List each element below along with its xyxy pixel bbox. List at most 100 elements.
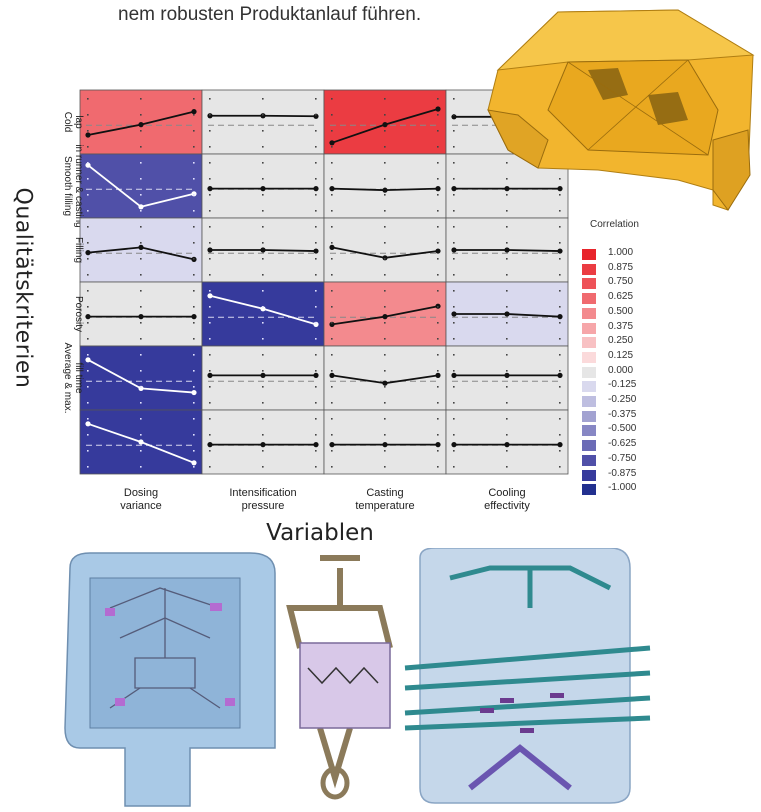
legend-value: -0.875 xyxy=(608,467,637,479)
matrix-cell xyxy=(445,345,569,411)
sample-mark xyxy=(559,210,561,212)
sample-mark xyxy=(559,386,561,388)
legend-value: -0.125 xyxy=(608,379,637,391)
matrix-cell xyxy=(201,281,325,347)
matrix-cell xyxy=(201,89,325,155)
legend-swatch xyxy=(582,293,596,305)
sample-mark xyxy=(437,434,439,436)
sample-mark xyxy=(140,258,142,260)
trend-point xyxy=(260,113,266,119)
trend-point xyxy=(85,421,91,427)
sample-mark xyxy=(437,242,439,244)
sample-mark xyxy=(315,306,317,308)
sample-mark xyxy=(453,178,455,180)
trend-point xyxy=(313,442,319,448)
sample-mark xyxy=(453,306,455,308)
trend-point xyxy=(260,247,266,253)
sample-mark xyxy=(559,178,561,180)
sample-mark xyxy=(140,146,142,148)
sample-mark xyxy=(193,210,195,212)
sample-mark xyxy=(315,130,317,132)
sample-mark xyxy=(209,370,211,372)
sample-mark xyxy=(209,178,211,180)
sample-mark xyxy=(87,354,89,356)
sample-mark xyxy=(506,194,508,196)
sample-mark xyxy=(193,226,195,228)
sample-mark xyxy=(384,162,386,164)
legend-value: 0.500 xyxy=(608,305,634,317)
sample-mark xyxy=(193,338,195,340)
sample-mark xyxy=(331,386,333,388)
sample-mark xyxy=(193,162,195,164)
sample-mark xyxy=(262,466,264,468)
sample-mark xyxy=(87,290,89,292)
sample-mark xyxy=(262,402,264,404)
sample-mark xyxy=(209,274,211,276)
legend-swatch xyxy=(582,396,596,407)
sample-mark xyxy=(87,466,89,468)
sample-mark xyxy=(559,338,561,340)
sample-mark xyxy=(559,402,561,404)
trend-point xyxy=(85,132,91,138)
sample-mark xyxy=(506,274,508,276)
sample-mark xyxy=(87,226,89,228)
sample-mark xyxy=(87,386,89,388)
sample-mark xyxy=(331,402,333,404)
sample-mark xyxy=(193,434,195,436)
sample-mark xyxy=(453,450,455,452)
sample-mark xyxy=(262,338,264,340)
sample-mark xyxy=(209,290,211,292)
sample-mark xyxy=(453,466,455,468)
trend-point xyxy=(504,442,510,448)
sample-mark xyxy=(384,114,386,116)
sample-mark xyxy=(315,402,317,404)
legend-swatch xyxy=(582,351,596,363)
sample-mark xyxy=(209,450,211,452)
trend-point xyxy=(504,311,510,317)
sample-mark xyxy=(384,386,386,388)
trend-point xyxy=(313,372,319,378)
sample-mark xyxy=(262,194,264,196)
sample-mark xyxy=(453,290,455,292)
sample-mark xyxy=(315,114,317,116)
trend-point xyxy=(329,140,335,146)
sample-mark xyxy=(331,210,333,212)
sample-mark xyxy=(140,386,142,388)
legend-value: 0.250 xyxy=(608,335,634,347)
trend-point xyxy=(329,244,335,250)
sample-mark xyxy=(506,258,508,260)
sample-mark xyxy=(331,290,333,292)
sample-mark xyxy=(453,210,455,212)
sample-mark xyxy=(453,114,455,116)
sample-mark xyxy=(209,226,211,228)
sample-mark xyxy=(140,466,142,468)
sample-mark xyxy=(193,194,195,196)
sample-mark xyxy=(315,210,317,212)
sample-mark xyxy=(262,386,264,388)
sample-mark xyxy=(437,322,439,324)
sample-mark xyxy=(331,146,333,148)
sample-mark xyxy=(384,354,386,356)
row-label: Filling xyxy=(73,237,84,263)
row-label: Average & max.fill time xyxy=(62,343,84,414)
sample-mark xyxy=(262,98,264,100)
sample-mark xyxy=(453,274,455,276)
sample-mark xyxy=(209,194,211,196)
sample-mark xyxy=(315,386,317,388)
trend-point xyxy=(451,372,457,378)
column-label: Casting xyxy=(366,487,403,499)
legend-swatch xyxy=(582,366,596,378)
trend-point xyxy=(329,186,335,192)
sample-mark xyxy=(315,226,317,228)
sample-mark xyxy=(262,178,264,180)
trend-point xyxy=(191,109,197,115)
legend-swatch xyxy=(582,322,596,334)
trend-point xyxy=(207,442,213,448)
legend-title: Correlation xyxy=(590,219,639,230)
sample-mark xyxy=(209,322,211,324)
legend-swatch xyxy=(582,381,596,393)
sample-mark xyxy=(384,418,386,420)
row-label: Smooth fillingin runner & casting xyxy=(62,144,84,227)
trend-point xyxy=(557,314,563,320)
sample-mark xyxy=(437,194,439,196)
